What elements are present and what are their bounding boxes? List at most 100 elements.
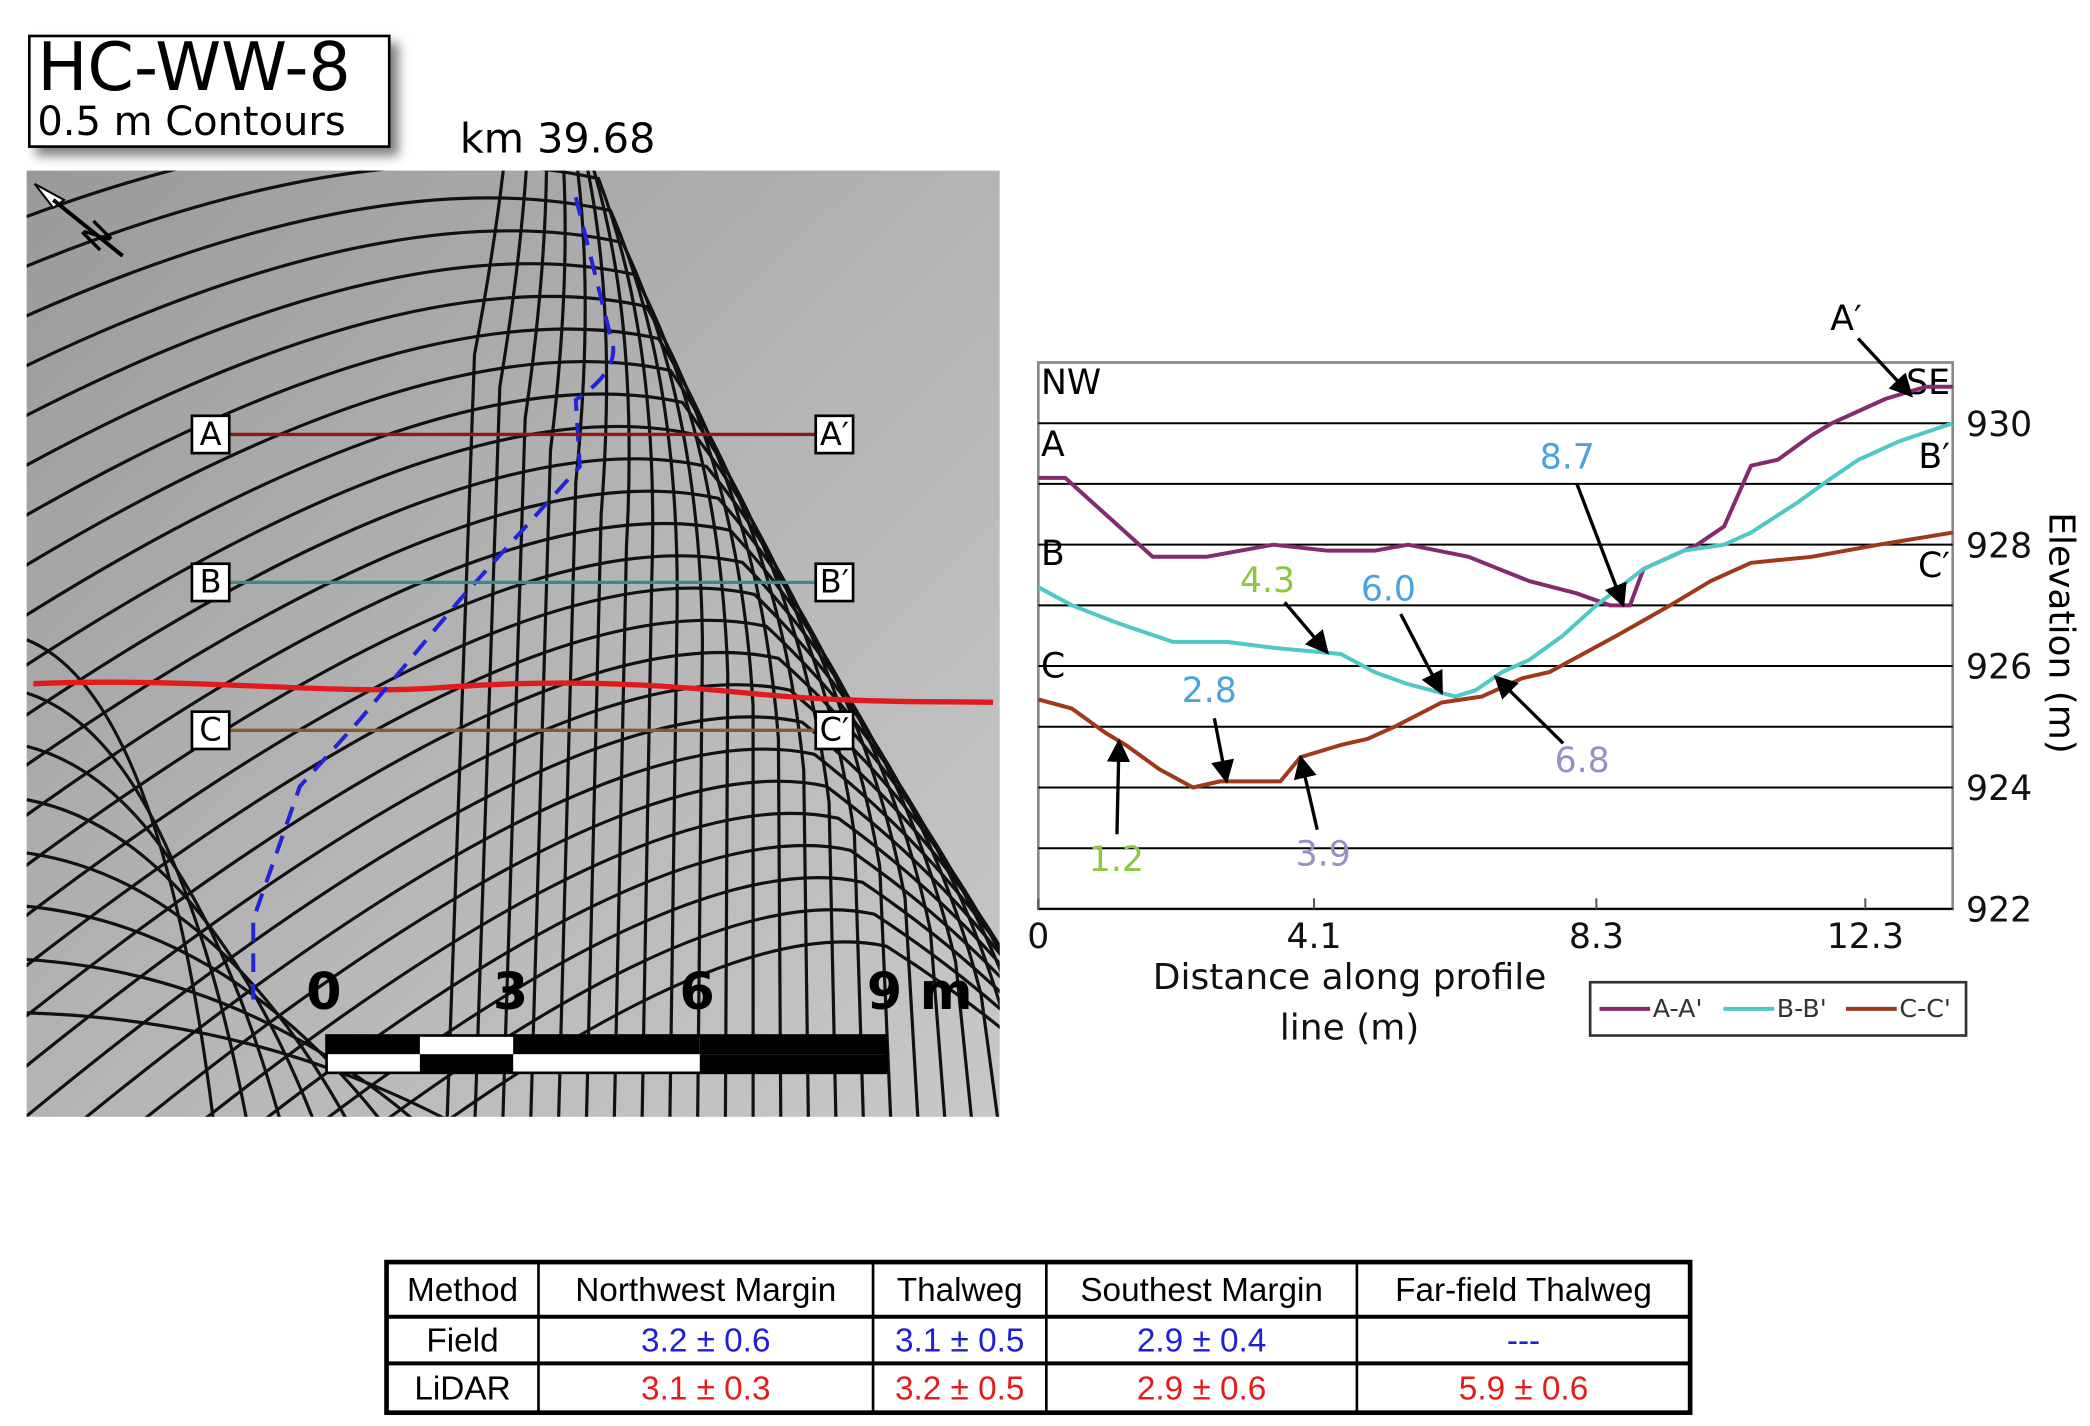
- legend-label: B-B': [1777, 993, 1827, 1023]
- y-axis-label: Elevation (m): [2040, 512, 2081, 754]
- annotation-arrow: [1493, 675, 1565, 745]
- profile-end-label: B′: [1918, 437, 1950, 477]
- section-label: B′: [820, 563, 849, 601]
- contour: [26, 851, 347, 1117]
- legend-box: [1588, 980, 1968, 1037]
- profile-start-label: A: [1041, 425, 1065, 465]
- x-tick-label: 0: [1027, 917, 1049, 957]
- north-arrow-shaft: [52, 198, 124, 258]
- scale-seg: [699, 1035, 887, 1055]
- x-axis-label: Distance along profile line (m): [1152, 956, 1547, 1049]
- profile-start-label: C: [1041, 646, 1065, 686]
- contour: [26, 521, 947, 1117]
- y-tick-label: 926: [1966, 648, 2032, 688]
- table-header: Far-field Thalweg: [1395, 1272, 1652, 1309]
- contour: [445, 170, 505, 1117]
- title-box: [27, 34, 391, 148]
- y-tick-label: 930: [1966, 405, 2032, 445]
- table-cell: 3.1 ± 0.3: [641, 1370, 770, 1407]
- map-title: HC-WW-8: [37, 28, 350, 106]
- y-tick-label: 922: [1966, 891, 2032, 931]
- section-label-box: [190, 562, 231, 603]
- contour: [265, 843, 1000, 1117]
- contour: [26, 392, 838, 1117]
- section-label: C′: [820, 711, 850, 749]
- plot-area: [1037, 361, 1955, 911]
- scale-seg: [699, 1054, 887, 1073]
- section-label: C: [199, 711, 221, 749]
- annotation-label: 2.8: [1182, 671, 1237, 711]
- contour: [26, 229, 705, 1117]
- contour: [26, 586, 1000, 1117]
- contour: [26, 715, 1000, 1117]
- contours: [26, 170, 1000, 1117]
- contour: [144, 779, 1000, 1117]
- contour: [26, 691, 248, 1117]
- nw-label: NW: [1041, 363, 1101, 403]
- table-cell: 5.9 ± 0.6: [1459, 1370, 1588, 1407]
- table-cell: ---: [1507, 1323, 1540, 1360]
- contour: [26, 196, 679, 1117]
- scale-seg: [419, 1054, 514, 1073]
- scale-label: 3: [493, 962, 528, 1021]
- annotation-label: 3.9: [1296, 835, 1351, 875]
- contour: [26, 744, 281, 1117]
- legend-label: A-A': [1653, 993, 1703, 1023]
- section-label-box: [190, 414, 231, 455]
- table-header: Southest Margin: [1080, 1272, 1323, 1309]
- profile-start-label: B: [1041, 534, 1065, 574]
- profile-end-label: A′: [1830, 299, 1862, 339]
- x-tick-label: 8.3: [1569, 917, 1624, 957]
- table-cell: 3.2 ± 0.6: [641, 1323, 770, 1360]
- table-cell: 2.9 ± 0.4: [1137, 1323, 1266, 1360]
- annotation-label: 4.3: [1240, 561, 1295, 601]
- scale-label: 9 m: [867, 962, 973, 1021]
- y-tick-label: 928: [1966, 526, 2032, 566]
- contour: [26, 170, 631, 1117]
- section-label-box: [814, 562, 855, 603]
- contour: [84, 747, 1000, 1117]
- x-tick-label: 4.1: [1286, 917, 1341, 957]
- contour: [26, 650, 1000, 1018]
- contour: [26, 638, 215, 1117]
- annotation-arrow: [1106, 738, 1131, 835]
- table-cell: Field: [426, 1323, 498, 1360]
- table-header: Method: [407, 1272, 518, 1309]
- contour: [473, 170, 528, 1117]
- se-label: SE: [1906, 363, 1950, 403]
- legend-label: C-C': [1899, 993, 1950, 1023]
- annotation-arrow: [1575, 483, 1627, 608]
- table-border: [384, 1259, 1693, 1416]
- contour: [26, 798, 314, 1117]
- contour: [26, 1011, 445, 1117]
- annotation-label: 8.7: [1540, 438, 1595, 478]
- profile-end-label: C′: [1918, 546, 1950, 586]
- annotation-arrow: [1399, 613, 1444, 696]
- annotation-arrow: [1283, 601, 1329, 655]
- annotation-arrow: [1293, 754, 1319, 831]
- contour: [326, 876, 1000, 1117]
- thalweg-line: [251, 196, 616, 1000]
- series-line: [1037, 530, 1954, 790]
- section-label: A′: [820, 415, 849, 453]
- section-label-box: [814, 710, 855, 751]
- section-label: A: [200, 415, 222, 453]
- section-label: B: [200, 563, 222, 601]
- series-line: [1037, 421, 1954, 699]
- table-cell: 2.9 ± 0.6: [1137, 1370, 1266, 1407]
- annotation-arrow: [1211, 717, 1235, 784]
- contour: [584, 170, 609, 1117]
- contour: [387, 908, 1000, 1117]
- scale-label: 6: [679, 962, 714, 1021]
- contour: [501, 170, 549, 1117]
- location-label: km 39.68: [460, 114, 656, 162]
- x-tick-label: 12.3: [1827, 917, 1904, 957]
- contour: [26, 294, 755, 1117]
- annotation-label: 1.2: [1089, 840, 1144, 880]
- annotation-label: 6.8: [1555, 741, 1610, 781]
- contour: [557, 170, 587, 1117]
- section-label-box: [814, 414, 855, 455]
- label-arrow: [1856, 337, 1913, 398]
